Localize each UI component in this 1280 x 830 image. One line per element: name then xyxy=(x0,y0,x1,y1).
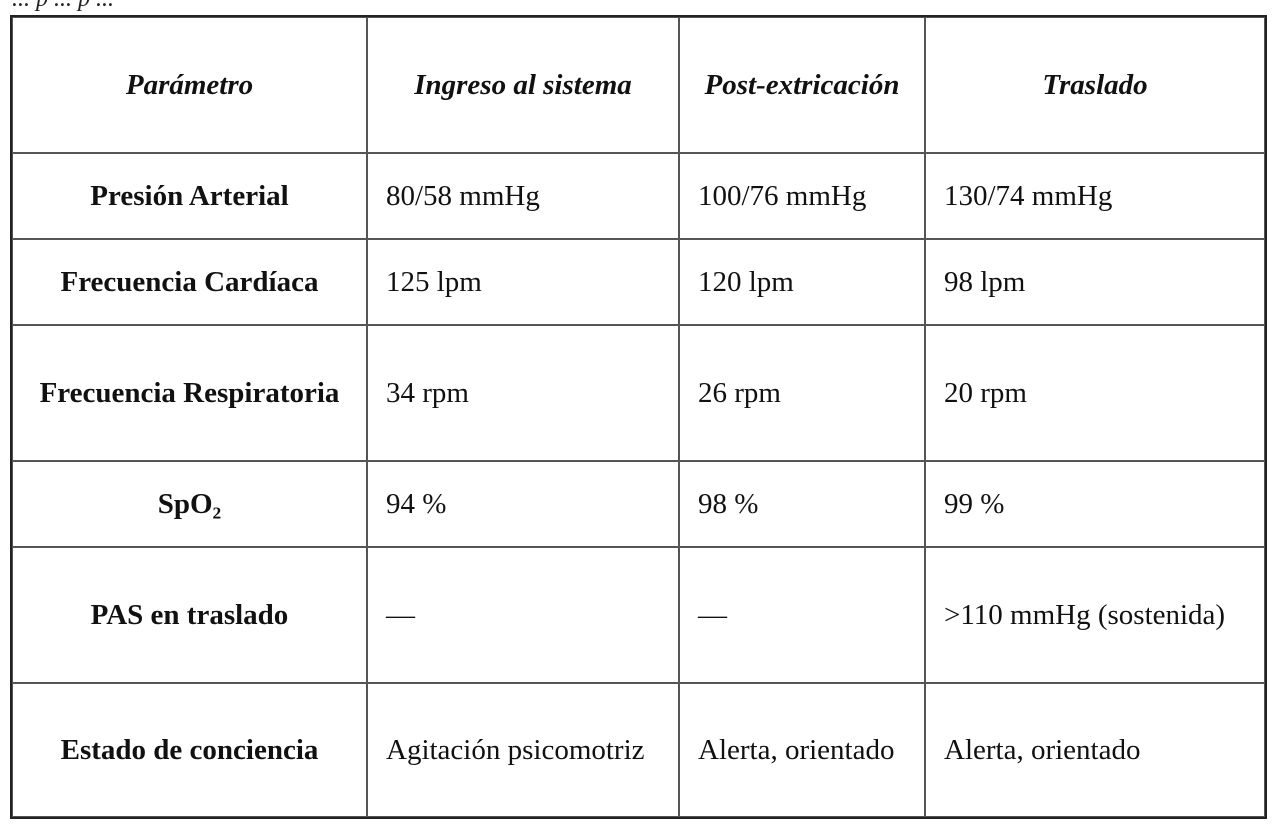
table-cell: 26 rpm xyxy=(679,325,925,461)
table-cell: 34 rpm xyxy=(367,325,679,461)
header-parametro: Parámetro xyxy=(12,17,367,153)
table-row: Estado de conciencia Agitación psicomotr… xyxy=(12,683,1265,817)
row-label: SpO₂ xyxy=(12,461,367,547)
table-cell: 20 rpm xyxy=(925,325,1265,461)
table-cell: Agitación psicomotriz xyxy=(367,683,679,817)
header-traslado: Traslado xyxy=(925,17,1265,153)
table-cell: — xyxy=(367,547,679,683)
table-row: SpO₂ 94 % 98 % 99 % xyxy=(12,461,1265,547)
table-cell: 125 lpm xyxy=(367,239,679,325)
table-row: Presión Arterial 80/58 mmHg 100/76 mmHg … xyxy=(12,153,1265,239)
table-cell: 120 lpm xyxy=(679,239,925,325)
table-cell: 130/74 mmHg xyxy=(925,153,1265,239)
row-label: Frecuencia Cardíaca xyxy=(12,239,367,325)
table-cell: 80/58 mmHg xyxy=(367,153,679,239)
row-label: Frecuencia Respiratoria xyxy=(12,325,367,461)
table-cell: 99 % xyxy=(925,461,1265,547)
header-post-extricacion: Post-extricación xyxy=(679,17,925,153)
row-label: PAS en traslado xyxy=(12,547,367,683)
row-label: Presión Arterial xyxy=(12,153,367,239)
table-row: Frecuencia Respiratoria 34 rpm 26 rpm 20… xyxy=(12,325,1265,461)
row-label: Estado de conciencia xyxy=(12,683,367,817)
table-cell: Alerta, orientado xyxy=(679,683,925,817)
table-cell: 94 % xyxy=(367,461,679,547)
table-cell: >110 mmHg (sostenida) xyxy=(925,547,1265,683)
table-row: Frecuencia Cardíaca 125 lpm 120 lpm 98 l… xyxy=(12,239,1265,325)
table-header-row: Parámetro Ingreso al sistema Post-extric… xyxy=(12,17,1265,153)
table-cell: Alerta, orientado xyxy=(925,683,1265,817)
table-caption-fragment: ... p ... p ... xyxy=(12,0,114,13)
table-cell: 98 % xyxy=(679,461,925,547)
vital-signs-table: Parámetro Ingreso al sistema Post-extric… xyxy=(10,15,1267,819)
table-cell: 100/76 mmHg xyxy=(679,153,925,239)
header-ingreso: Ingreso al sistema xyxy=(367,17,679,153)
table-cell: 98 lpm xyxy=(925,239,1265,325)
table-cell: — xyxy=(679,547,925,683)
table-row: PAS en traslado — — >110 mmHg (sostenida… xyxy=(12,547,1265,683)
